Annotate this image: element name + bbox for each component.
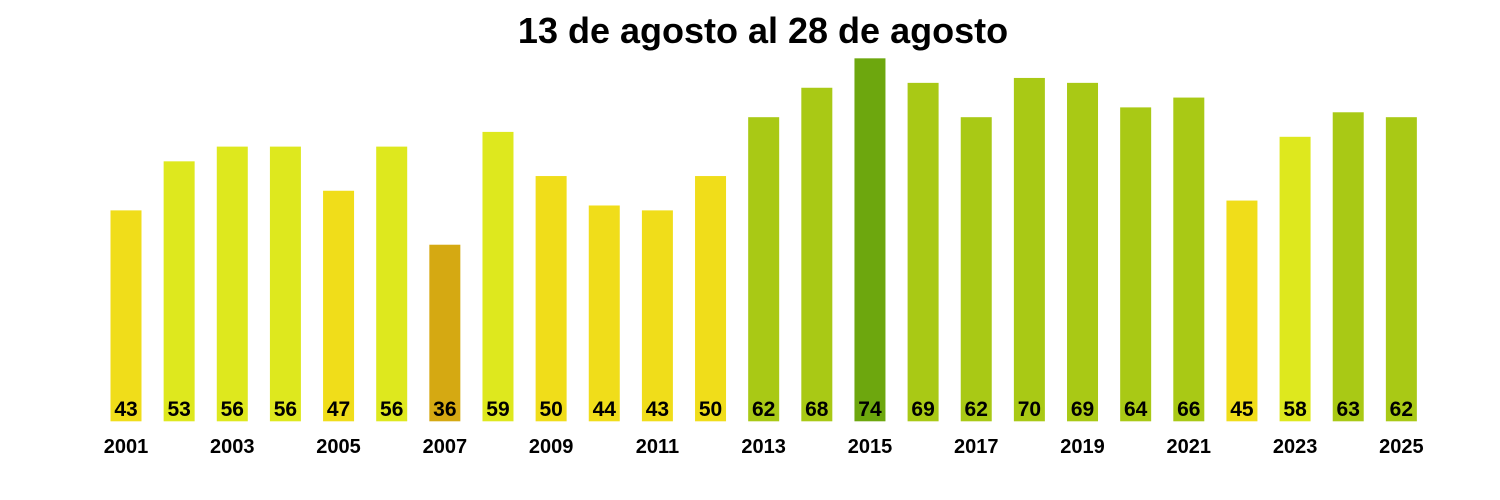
- svg-text:36: 36: [433, 398, 456, 421]
- svg-text:2007: 2007: [423, 436, 468, 458]
- svg-text:43: 43: [646, 398, 669, 421]
- svg-text:2003: 2003: [210, 436, 255, 458]
- svg-text:2021: 2021: [1167, 436, 1212, 458]
- svg-text:70: 70: [1018, 398, 1041, 421]
- svg-text:68: 68: [805, 398, 829, 421]
- svg-text:2009: 2009: [529, 436, 574, 458]
- svg-text:45: 45: [1230, 398, 1254, 421]
- svg-text:2011: 2011: [636, 436, 679, 458]
- svg-text:62: 62: [1390, 398, 1413, 421]
- svg-text:44: 44: [593, 398, 617, 421]
- svg-text:66: 66: [1177, 398, 1200, 421]
- svg-text:2025: 2025: [1379, 436, 1424, 458]
- svg-text:47: 47: [327, 398, 350, 421]
- svg-text:53: 53: [167, 398, 190, 421]
- svg-text:56: 56: [221, 398, 244, 421]
- svg-text:50: 50: [699, 398, 722, 421]
- svg-text:56: 56: [274, 398, 297, 421]
- svg-text:63: 63: [1337, 398, 1360, 421]
- svg-text:2015: 2015: [848, 436, 893, 458]
- svg-text:74: 74: [858, 398, 882, 421]
- svg-text:43: 43: [114, 398, 137, 421]
- svg-text:58: 58: [1283, 398, 1307, 421]
- svg-text:13 de agosto al 28 de agosto: 13 de agosto al 28 de agosto: [518, 10, 1008, 51]
- svg-text:2023: 2023: [1273, 436, 1318, 458]
- svg-text:56: 56: [380, 398, 403, 421]
- svg-text:2019: 2019: [1060, 436, 1105, 458]
- svg-text:59: 59: [486, 398, 509, 421]
- svg-text:69: 69: [1071, 398, 1094, 421]
- svg-text:2005: 2005: [316, 436, 361, 458]
- svg-text:62: 62: [752, 398, 775, 421]
- svg-text:2017: 2017: [954, 436, 999, 458]
- svg-text:2001: 2001: [104, 436, 149, 458]
- svg-text:2013: 2013: [741, 436, 786, 458]
- svg-text:50: 50: [539, 398, 562, 421]
- svg-text:62: 62: [965, 398, 988, 421]
- svg-text:64: 64: [1124, 398, 1148, 421]
- svg-text:69: 69: [911, 398, 934, 421]
